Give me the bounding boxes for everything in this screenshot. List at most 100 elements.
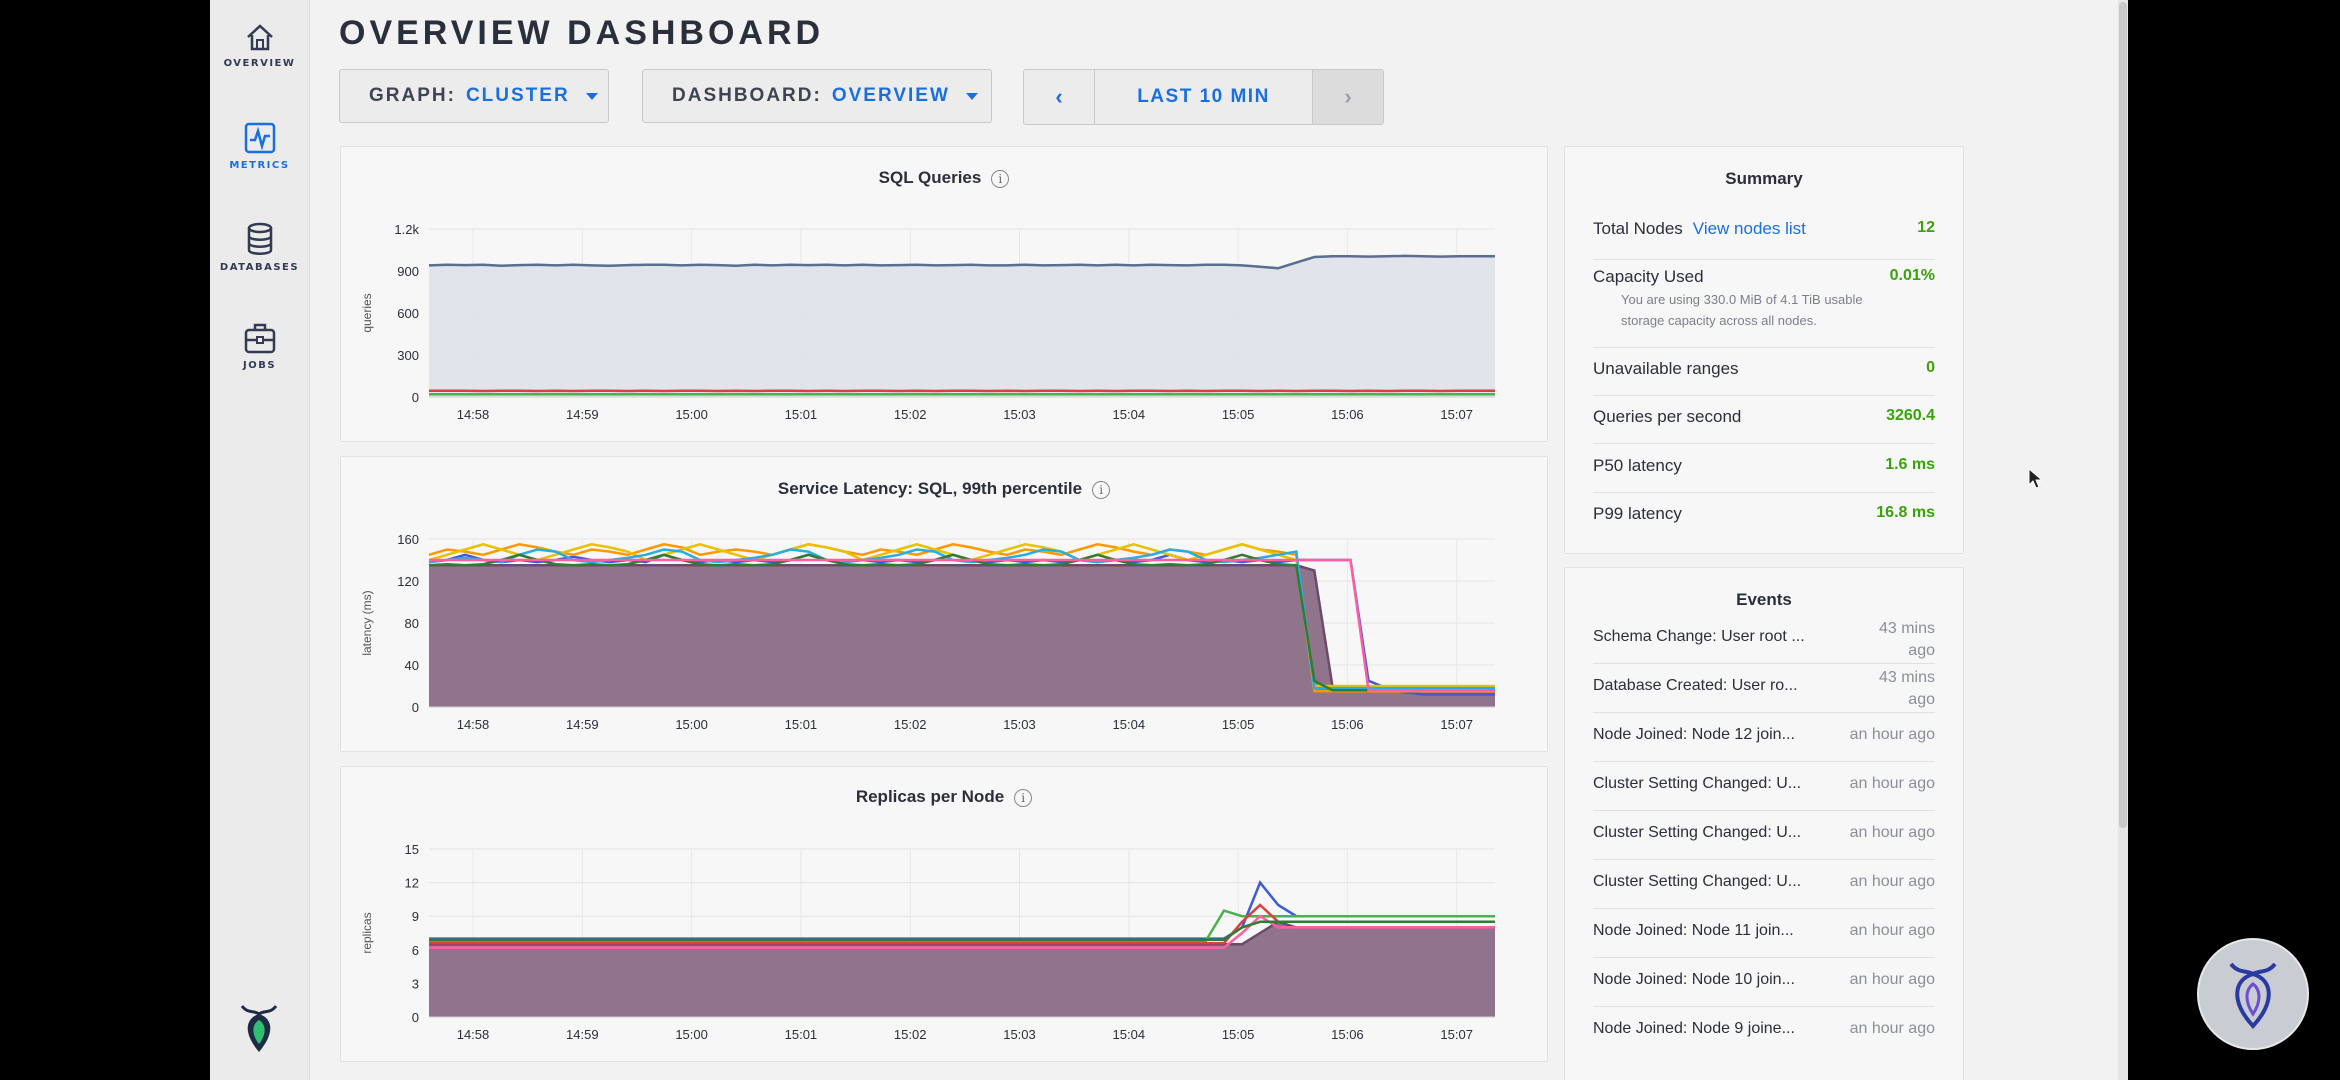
x-tick-label: 15:02 [894, 407, 927, 422]
x-tick-label: 15:03 [1003, 1027, 1036, 1042]
event-text: Cluster Setting Changed: U... [1593, 824, 1802, 841]
view-nodes-link[interactable]: View nodes list [1692, 219, 1806, 238]
divider [1593, 712, 1935, 713]
qps-label: Queries per second [1593, 407, 1742, 426]
p99-value: 16.8 ms [1876, 504, 1935, 521]
x-tick-label: 15:07 [1440, 717, 1473, 732]
y-tick-label: 12 [405, 876, 419, 891]
qps-value: 3260.4 [1886, 407, 1935, 424]
scrollbar-thumb[interactable] [2119, 2, 2127, 828]
jobs-icon [244, 323, 275, 354]
y-axis-label: latency (ms) [360, 590, 374, 655]
dashboard-dropdown-label: DASHBOARD: [672, 85, 822, 106]
series-line [428, 542, 1495, 693]
x-tick-label: 15:00 [675, 1027, 708, 1042]
next-time-button[interactable]: › [1312, 70, 1383, 124]
capacity-value: 0.01% [1889, 267, 1935, 284]
event-time: 43 mins ago [1878, 669, 1935, 708]
series-area [429, 565, 1495, 707]
nav-databases[interactable]: DATABASES [210, 222, 309, 273]
x-tick-label: 14:59 [566, 717, 599, 732]
x-tick-label: 15:01 [785, 407, 818, 422]
chart-title-text: Replicas per Node [855, 787, 1005, 806]
x-tick-label: 15:06 [1331, 1027, 1364, 1042]
event-item[interactable]: Node Joined: Node 10 join... an hour ago [1593, 971, 1935, 989]
floating-assistant-button[interactable] [2197, 938, 2309, 1050]
cockroach-outline-icon [2229, 962, 2277, 1029]
graph-dropdown[interactable]: GRAPH: CLUSTER [339, 69, 609, 123]
caret-down-icon [965, 92, 978, 100]
chart-plot: 0 40 80 120 160 14:58 14:59 15:00 15:01 15:02 15:0… [360, 532, 1495, 732]
series-area [429, 255, 1495, 397]
event-text: Cluster Setting Changed: U... [1593, 873, 1802, 890]
y-tick-label: 600 [397, 306, 419, 321]
info-icon[interactable]: i [1092, 480, 1111, 499]
divider [1593, 761, 1935, 762]
chart-plot: 0 3 6 9 12 15 14:58 14:59 15:00 15:01 15:02 15:03 15… [360, 842, 1495, 1042]
x-tick-label: 15:01 [785, 717, 818, 732]
x-tick-label: 15:05 [1222, 717, 1255, 732]
event-item[interactable]: Cluster Setting Changed: U... an hour ago [1593, 824, 1935, 842]
divider [1593, 810, 1935, 811]
info-icon[interactable]: i [991, 169, 1010, 188]
event-item[interactable]: Cluster Setting Changed: U... an hour ago [1593, 775, 1935, 793]
main-content: OVERVIEW DASHBOARD GRAPH: CLUSTER DASHBO… [310, 0, 2128, 1080]
cockroach-logo[interactable] [234, 1000, 284, 1061]
time-range-button[interactable]: LAST 10 MIN [1137, 86, 1270, 107]
event-item[interactable]: Schema Change: User root ... 43 mins ago [1593, 620, 1935, 659]
p99-label: P99 latency [1593, 504, 1682, 523]
event-text: Node Joined: Node 12 join... [1593, 726, 1795, 743]
chart-title: SQL Queries i [341, 168, 1547, 188]
nav-label-metrics: METRICS [229, 160, 290, 171]
service-latency-chart: Service Latency: SQL, 99th percentile i 0… [340, 456, 1548, 752]
series-line [428, 254, 1495, 270]
x-tick-label: 15:04 [1113, 1027, 1146, 1042]
x-tick-label: 15:07 [1440, 407, 1473, 422]
nav-overview[interactable]: OVERVIEW [210, 22, 309, 69]
event-text: Node Joined: Node 11 join... [1593, 922, 1794, 939]
x-tick-label: 15:00 [675, 407, 708, 422]
divider [1593, 259, 1935, 260]
metrics-icon [244, 122, 275, 154]
total-nodes-label: Total Nodes [1593, 219, 1683, 238]
chart-title-text: SQL Queries [878, 168, 982, 187]
replicas-per-node-chart: Replicas per Node i 0 3 6 9 12 15 14:58 14:59 15:… [340, 766, 1548, 1062]
event-item[interactable]: Node Joined: Node 12 join... an hour ago [1593, 726, 1935, 744]
p50-label: P50 latency [1593, 456, 1682, 475]
event-item[interactable]: Node Joined: Node 11 join... an hour ago [1593, 922, 1935, 940]
cockroach-logo-icon [240, 1005, 278, 1052]
unavailable-label: Unavailable ranges [1593, 359, 1739, 378]
dashboard-dropdown[interactable]: DASHBOARD: OVERVIEW [642, 69, 992, 123]
x-tick-label: 14:59 [566, 407, 599, 422]
x-tick-label: 15:07 [1440, 1027, 1473, 1042]
event-item[interactable]: Database Created: User ro... 43 mins ago [1593, 669, 1935, 708]
x-tick-label: 15:05 [1222, 407, 1255, 422]
series-line [429, 920, 1495, 941]
event-item[interactable]: Node Joined: Node 9 joine... an hour ago [1593, 1020, 1935, 1038]
event-time: an hour ago [1849, 726, 1935, 743]
p50-row: P50 latency 1.6 ms [1593, 456, 1935, 476]
scrollbar[interactable] [2118, 0, 2128, 1080]
capacity-note: You are using 330.0 MiB of 4.1 TiB usabl… [1621, 292, 1863, 328]
divider [1593, 443, 1935, 444]
event-time: an hour ago [1849, 775, 1935, 792]
x-tick-label: 14:58 [457, 717, 490, 732]
page-title: OVERVIEW DASHBOARD [339, 14, 825, 52]
nav-metrics[interactable]: METRICS [210, 122, 309, 171]
nav-jobs[interactable]: JOBS [210, 322, 309, 371]
info-icon[interactable]: i [1014, 788, 1033, 807]
chart-plot: 0 300 600 900 1.2k 14:58 14:59 15:00 15:01 15:02 1… [360, 222, 1495, 422]
divider [1593, 859, 1935, 860]
y-tick-label: 160 [397, 532, 419, 547]
event-text: Cluster Setting Changed: U... [1593, 775, 1802, 792]
y-tick-label: 1.2k [394, 222, 419, 237]
y-axis-label: replicas [360, 912, 374, 953]
total-nodes-value: 12 [1917, 219, 1935, 236]
x-tick-label: 15:02 [894, 1027, 927, 1042]
sql-queries-chart: SQL Queries i 0 300 600 900 1.2k 14:58 14:59 15:… [340, 146, 1548, 442]
summary-title: Summary [1725, 169, 1803, 188]
event-time: an hour ago [1849, 971, 1935, 988]
event-item[interactable]: Cluster Setting Changed: U... an hour ago [1593, 873, 1935, 891]
prev-time-button[interactable]: ‹ [1024, 70, 1095, 124]
event-text: Node Joined: Node 10 join... [1593, 971, 1795, 988]
